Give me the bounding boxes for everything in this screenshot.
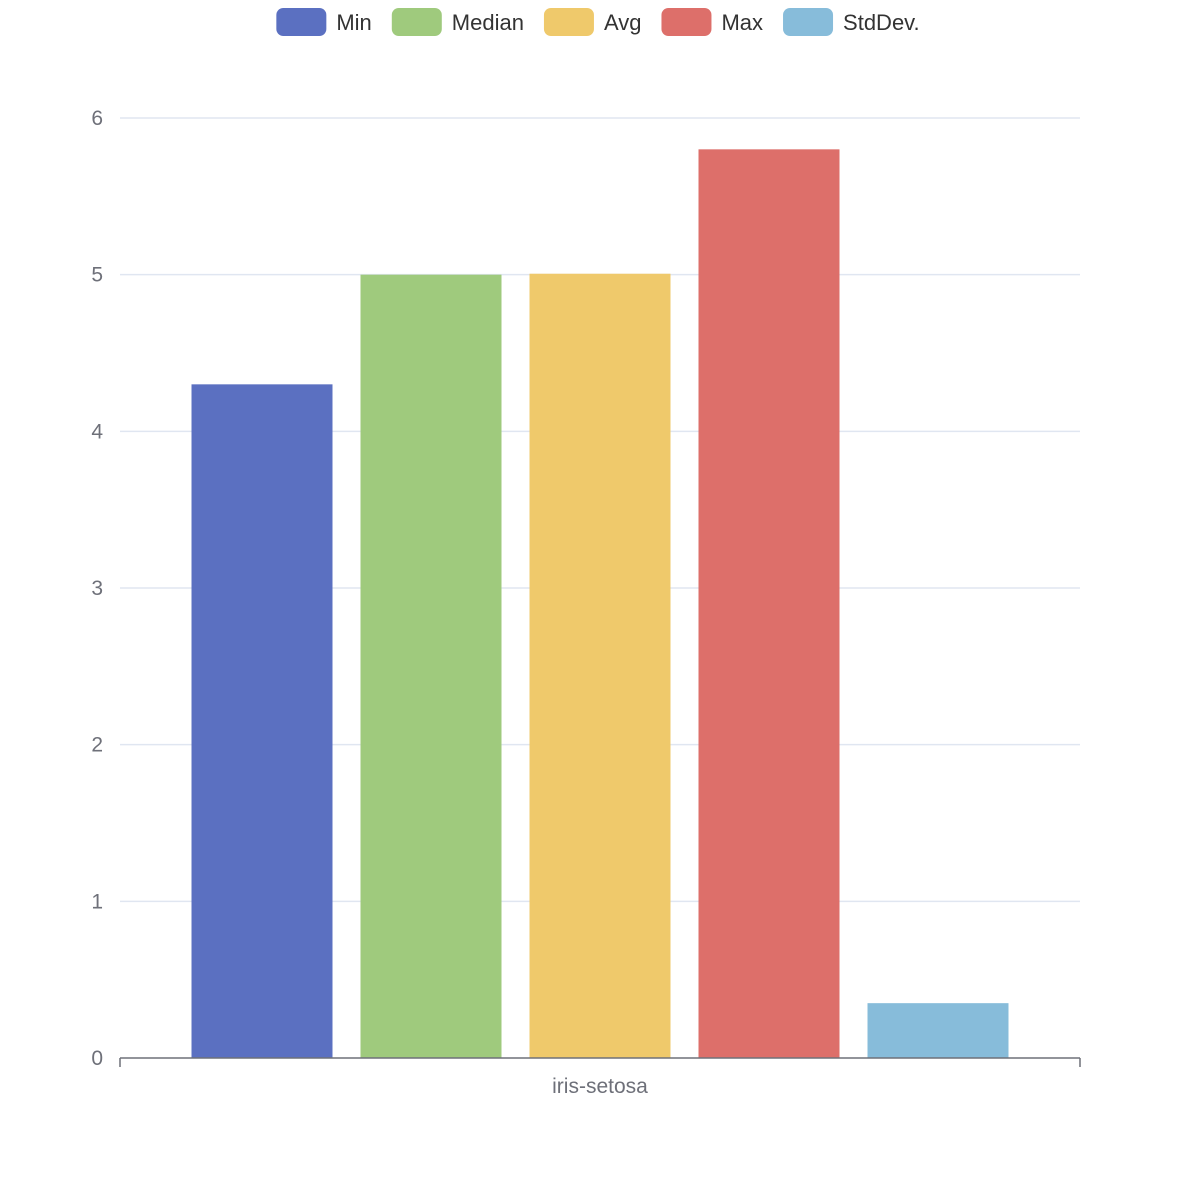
legend-item-stddev: StdDev. [783,8,920,36]
bar-max [698,149,840,1059]
axes: 0 1 2 3 4 5 6 iris-setosa [91,107,1081,1098]
y-tick-label: 2 [91,734,103,757]
legend-swatch [543,8,594,36]
y-tick-label: 6 [91,107,103,130]
x-tick-label: iris-setosa [552,1075,648,1098]
y-tick-label: 1 [91,890,103,913]
legend-label: Avg [604,10,642,35]
bar-min [191,384,333,1058]
legend-label: Max [721,10,763,35]
legend: Min Median Avg Max StdDev. [276,8,920,36]
y-tick-label: 4 [91,420,103,443]
legend-swatch [276,8,327,36]
y-tick-label: 0 [91,1047,103,1070]
legend-item-median: Median [391,8,524,36]
y-tick-label: 3 [91,577,103,600]
legend-item-min: Min [276,8,372,36]
bar-avg [529,273,671,1058]
legend-item-max: Max [661,8,763,36]
legend-swatch [783,8,834,36]
legend-label: Median [452,10,524,35]
bars [191,149,1009,1059]
y-tick-label: 5 [91,264,103,287]
bar-median [360,274,502,1059]
legend-label: StdDev. [843,10,920,35]
legend-item-avg: Avg [543,8,642,36]
legend-swatch [391,8,442,36]
legend-swatch [661,8,712,36]
legend-label: Min [336,10,371,35]
bar-stddev [867,1003,1009,1058]
